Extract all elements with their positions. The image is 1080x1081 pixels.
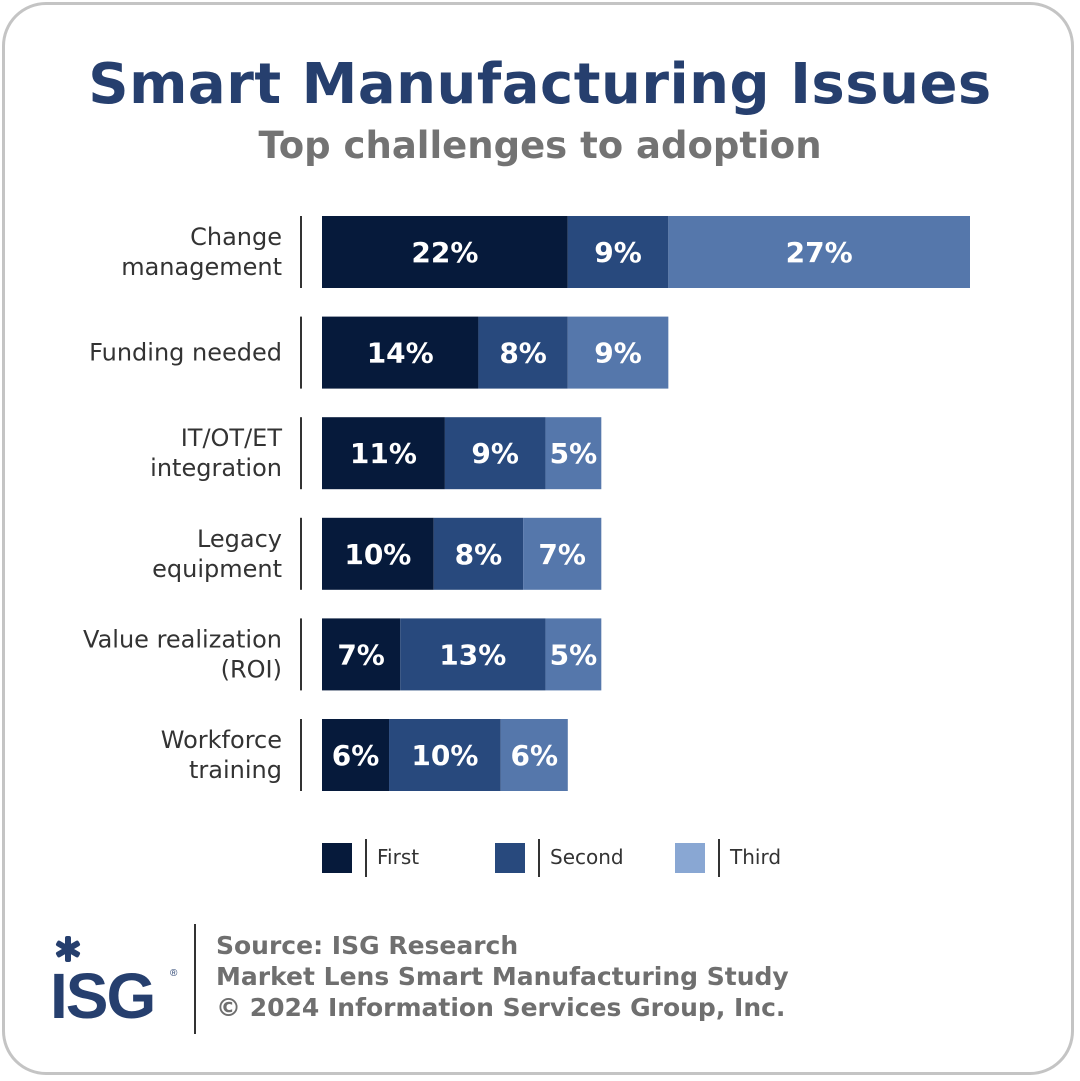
data-label: 10%	[411, 739, 478, 772]
copyright-line: © 2024 Information Services Group, Inc.	[216, 993, 786, 1022]
logo-text: ISG	[50, 960, 154, 1025]
legend-divider	[538, 839, 540, 877]
data-label: 9%	[594, 236, 642, 269]
category-label: Workforce training	[161, 726, 282, 784]
source-divider	[194, 924, 196, 1034]
chart-subtitle: Top challenges to adoption	[258, 124, 822, 167]
bar-segment-third	[523, 517, 602, 590]
data-label: 10%	[344, 538, 411, 571]
legend-divider	[718, 839, 720, 877]
legend-swatch	[322, 843, 352, 873]
legend-divider	[365, 839, 367, 877]
bar-segment-second	[444, 417, 546, 490]
category-divider	[300, 417, 302, 490]
isg-logo: ISG ®	[48, 930, 183, 1032]
data-label: 22%	[411, 236, 478, 269]
data-label: 6%	[511, 739, 559, 772]
category-label: Funding needed	[89, 339, 282, 367]
data-label: 11%	[350, 437, 417, 470]
data-label: 27%	[786, 236, 853, 269]
bar-segment-first	[322, 216, 568, 288]
category-label: Value realization (ROI)	[83, 625, 282, 683]
data-label: 9%	[594, 337, 642, 370]
legend-swatch	[675, 843, 705, 873]
bar-segment-third	[500, 719, 568, 791]
category-label: IT/OT/ET integration	[150, 424, 282, 482]
data-label: 8%	[455, 538, 503, 571]
data-label: 7%	[538, 538, 586, 571]
legend-label: Third	[729, 845, 781, 869]
legend-label: First	[377, 845, 419, 869]
bar-segment-first	[322, 719, 390, 791]
source-line: Source: ISG Research	[216, 931, 519, 960]
category-label: Legacy equipment	[152, 525, 282, 583]
isg-asterisk-logo-icon: ISG ®	[50, 936, 178, 1032]
data-label: 5%	[550, 638, 598, 671]
bar-segment-third	[545, 417, 602, 490]
bar-segment-third	[567, 316, 669, 389]
bar-segment-first	[322, 517, 434, 590]
svg-text:®: ®	[170, 968, 178, 979]
data-label: 8%	[499, 337, 547, 370]
category-divider	[300, 316, 302, 389]
bar-segment-second	[567, 216, 669, 288]
chart-title: Smart Manufacturing Issues	[88, 52, 992, 117]
category-label: Change management	[121, 223, 282, 281]
category-divider	[300, 618, 302, 691]
data-label: 9%	[471, 437, 519, 470]
bar-segment-first	[322, 618, 401, 691]
legend-label: Second	[550, 845, 624, 869]
category-divider	[300, 719, 302, 791]
data-label: 6%	[332, 739, 380, 772]
bar-segment-second	[389, 719, 501, 791]
data-label: 5%	[550, 437, 598, 470]
source-block: Source: ISG Research Market Lens Smart M…	[216, 930, 789, 1023]
category-divider	[300, 517, 302, 590]
category-divider	[300, 216, 302, 288]
data-label: 13%	[439, 638, 506, 671]
bar-segment-third	[668, 216, 970, 288]
legend-swatch	[495, 843, 525, 873]
bar-segment-first	[322, 316, 479, 389]
study-line: Market Lens Smart Manufacturing Study	[216, 962, 789, 991]
data-label: 14%	[367, 337, 434, 370]
data-label: 7%	[337, 638, 385, 671]
bar-segment-second	[478, 316, 568, 389]
bar-segment-first	[322, 417, 445, 490]
bar-segment-second	[433, 517, 524, 590]
bar-segment-second	[400, 618, 546, 691]
bar-segment-third	[545, 618, 602, 691]
